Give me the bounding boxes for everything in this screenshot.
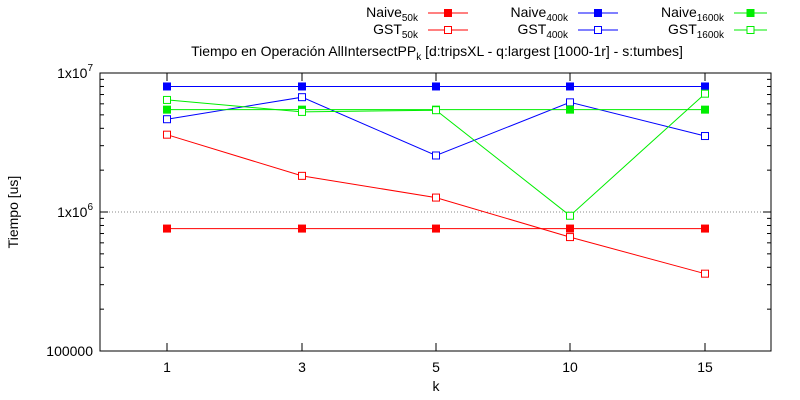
- series-naive-50k: [163, 224, 709, 233]
- x-tick-label: 1: [163, 359, 171, 375]
- y-tick-label: 1x107: [57, 63, 93, 81]
- legend-label: Naive1600k: [661, 4, 725, 24]
- series-naive-400k: [163, 82, 709, 91]
- legend-entry: GST400k: [518, 21, 618, 41]
- x-tick-label: 10: [562, 359, 578, 375]
- x-tick-label: 3: [298, 359, 306, 375]
- legend-marker: [444, 26, 452, 34]
- legend-marker: [746, 26, 755, 34]
- legend-label: GST400k: [518, 21, 569, 41]
- data-point: [566, 98, 574, 107]
- data-point: [298, 171, 306, 180]
- data-point: [701, 269, 709, 278]
- data-point: [701, 132, 709, 141]
- data-point: [163, 105, 171, 114]
- x-axis-label: k: [433, 378, 441, 394]
- x-tick-label: 15: [697, 359, 713, 375]
- series-gst-1600k: [163, 89, 709, 220]
- legend-entry: Naive1600k: [661, 4, 767, 24]
- data-point: [566, 82, 574, 91]
- series-gst-50k: [163, 130, 709, 278]
- series-layer: [163, 82, 709, 278]
- y-tick-label: 100000: [46, 343, 93, 359]
- data-point: [701, 89, 709, 98]
- data-point: [432, 151, 440, 160]
- data-point: [163, 130, 171, 139]
- data-point: [432, 106, 440, 115]
- data-point: [566, 105, 574, 114]
- data-point: [432, 224, 440, 233]
- legend-label: Naive50k: [366, 4, 419, 24]
- legend-entry: Naive50k: [366, 4, 468, 24]
- legend-label: Naive400k: [511, 4, 569, 24]
- x-tick-label: 5: [432, 359, 440, 375]
- legend-marker: [444, 9, 452, 17]
- legend-label: GST50k: [373, 21, 419, 41]
- legend-entry: GST1600k: [668, 21, 767, 41]
- data-point: [566, 211, 574, 220]
- legend-marker: [594, 9, 602, 17]
- data-point: [298, 107, 306, 116]
- axes: 100000 1x106 1x107 1 3 5 10 15: [46, 63, 771, 375]
- data-point: [432, 193, 440, 202]
- data-point: [298, 82, 306, 91]
- data-point: [701, 82, 709, 91]
- legend-entry: Naive400k: [511, 4, 618, 24]
- data-point: [298, 93, 306, 102]
- data-point: [566, 224, 574, 233]
- y-tick-label: 1x106: [57, 202, 93, 220]
- data-point: [298, 224, 306, 233]
- legend-entry: GST50k: [373, 21, 468, 41]
- legend-label: GST1600k: [668, 21, 725, 41]
- data-point: [163, 95, 171, 104]
- legend-marker: [594, 26, 602, 34]
- data-point: [701, 224, 709, 233]
- series-gst-400k: [163, 93, 709, 160]
- data-point: [163, 115, 171, 124]
- data-point: [701, 105, 709, 114]
- data-point: [163, 224, 171, 233]
- chart-title: Tiempo en Operación AllIntersectPPk [d:t…: [191, 43, 683, 63]
- y-axis-label: Tiempo [us]: [5, 176, 21, 249]
- data-point: [432, 82, 440, 91]
- data-point: [163, 82, 171, 91]
- data-point: [566, 233, 574, 242]
- legend-marker: [746, 9, 755, 17]
